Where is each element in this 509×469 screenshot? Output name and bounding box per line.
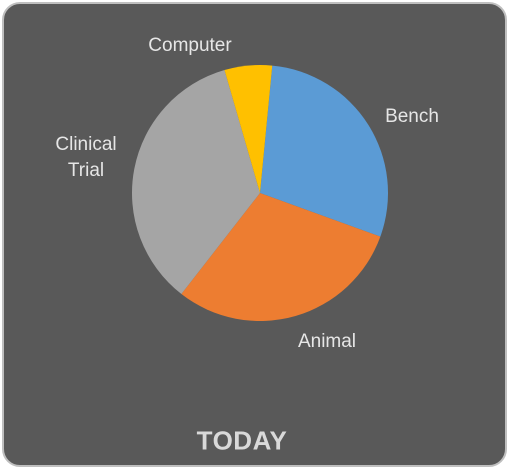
slice-label: Animal <box>297 331 357 352</box>
slice-label: Computer <box>148 35 232 56</box>
slice-label: Bench <box>385 106 439 127</box>
pie-slice <box>260 65 388 237</box>
pie-slice <box>224 65 273 193</box>
chart-title: TODAY <box>196 425 288 456</box>
pie-slice <box>181 193 381 321</box>
slice-label: Clinical Trial <box>55 134 117 181</box>
pie-slice <box>131 70 260 295</box>
